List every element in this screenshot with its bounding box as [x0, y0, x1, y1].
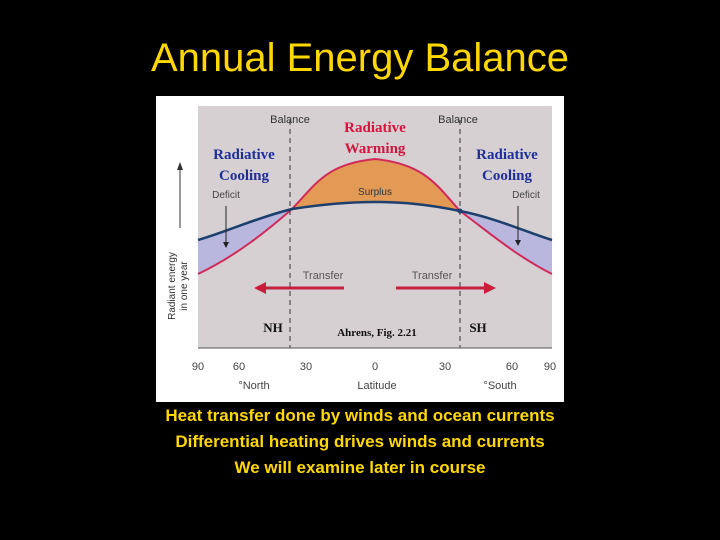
transfer-label-left: Transfer: [303, 270, 344, 282]
deficit-arrowhead-left: [223, 242, 229, 248]
balance-label-right: Balance: [438, 114, 478, 126]
y-axis-label-line1: Radiant energy: [167, 252, 178, 320]
deficit-region-left: [198, 209, 292, 274]
cooling-right-line2: Cooling: [482, 168, 533, 184]
deficit-arrowhead-right: [515, 240, 521, 246]
caption-line-2: Differential heating drives winds and cu…: [175, 432, 545, 451]
emitted-radiation-curve: [197, 200, 553, 242]
x-tick-label: 30: [300, 361, 312, 373]
x-label-north: °North: [238, 380, 269, 392]
caption-line-3: We will examine later in course: [234, 458, 486, 477]
cooling-left-line2: Cooling: [219, 168, 270, 184]
x-tick-label: 90: [192, 361, 204, 373]
cooling-right-line1: Radiative: [476, 147, 538, 163]
nh-label: NH: [263, 320, 283, 335]
absorbed-radiation-curve: [197, 157, 553, 275]
y-axis-label-line2: in one year: [179, 261, 190, 311]
x-tick-label: 60: [233, 361, 245, 373]
slide-title: Annual Energy Balance: [150, 36, 570, 80]
transfer-arrowhead-left: [254, 282, 266, 294]
transfer-arrowhead-right: [484, 282, 496, 294]
x-tick-label: 30: [439, 361, 451, 373]
warming-label-line1: Radiative: [344, 120, 406, 136]
balance-label-left: Balance: [270, 114, 310, 126]
cooling-left-line1: Radiative: [213, 147, 275, 163]
deficit-label-left: Deficit: [212, 190, 240, 201]
caption-line-1: Heat transfer done by winds and ocean cu…: [165, 406, 555, 425]
x-tick-label: 0: [372, 361, 378, 373]
balance-point-right: [457, 208, 463, 214]
warming-label-line2: Warming: [345, 141, 406, 157]
deficit-region-right: [460, 211, 552, 274]
x-tick-label: 60: [506, 361, 518, 373]
y-axis-arrowhead: [177, 162, 183, 170]
sh-label: SH: [469, 320, 486, 335]
energy-balance-figure: Balance Balance Radiative Warming Radiat…: [156, 96, 564, 402]
x-label-center: Latitude: [357, 380, 396, 392]
surplus-label: Surplus: [358, 187, 392, 198]
deficit-label-right: Deficit: [512, 190, 540, 201]
x-tick-label: 90: [544, 361, 556, 373]
source-label: Ahrens, Fig. 2.21: [337, 327, 417, 339]
transfer-label-right: Transfer: [412, 270, 453, 282]
x-label-south: °South: [483, 380, 516, 392]
